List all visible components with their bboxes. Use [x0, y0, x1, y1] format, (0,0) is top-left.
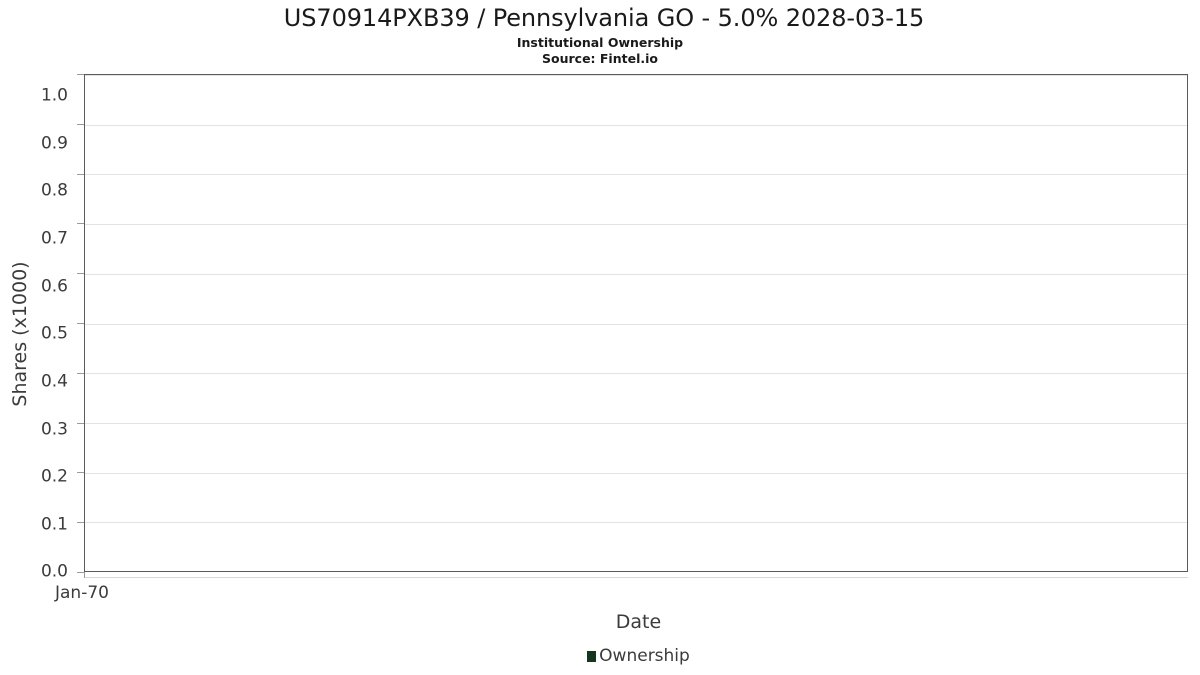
- y-tick-mark-0.6: [77, 273, 84, 275]
- legend-item-ownership[interactable]: Ownership: [587, 648, 690, 665]
- data-series-ownership: [85, 75, 1189, 573]
- y-tick-label-0.1: 0.1: [40, 514, 68, 535]
- y-tick-label-0.5: 0.5: [40, 323, 68, 344]
- gridline-0.4: [85, 373, 1187, 375]
- y-tick-mark-0.2: [77, 472, 84, 474]
- y-axis-title: Shares (x1000): [9, 261, 31, 407]
- page-title: US70914PXB39 / Pennsylvania GO - 5.0% 20…: [283, 4, 925, 32]
- gridline-0.3: [85, 422, 1187, 424]
- gridline-0.6: [85, 273, 1187, 275]
- y-tick-label-0.8: 0.8: [40, 180, 68, 201]
- y-tick-label-0.3: 0.3: [40, 419, 68, 440]
- y-tick-label-0.4: 0.4: [40, 371, 68, 392]
- y-tick-label-0.2: 0.2: [40, 466, 68, 487]
- gridline-0.2: [85, 472, 1187, 474]
- gridline-0.1: [85, 522, 1187, 524]
- y-tick-mark-0.0: [77, 572, 84, 573]
- y-tick-mark-0.7: [77, 223, 84, 225]
- chart-legend: Ownership: [0, 648, 1200, 665]
- chart-source-label: Source: Fintel.io: [542, 51, 658, 66]
- y-tick-label-0.0: 0.0: [40, 561, 68, 582]
- y-tick-mark-0.4: [77, 372, 84, 374]
- chart-subtitle: Institutional Ownership: [516, 35, 684, 50]
- y-tick-mark-0.3: [77, 422, 84, 424]
- x-tick-mark-jan-70: [84, 572, 85, 578]
- plot-area: [84, 74, 1188, 572]
- legend-item-label: Ownership: [599, 646, 690, 666]
- x-tick-label-jan-70: Jan-70: [55, 583, 109, 603]
- legend-square-marker-icon: [587, 651, 597, 662]
- y-tick-mark-1.0: [77, 74, 84, 75]
- x-axis-title: Date: [615, 611, 662, 633]
- y-tick-label-0.9: 0.9: [40, 133, 68, 154]
- y-tick-mark-0.5: [77, 323, 84, 324]
- gridline-0.5: [85, 323, 1187, 325]
- y-tick-label-0.6: 0.6: [40, 276, 68, 297]
- y-tick-mark-0.8: [77, 173, 84, 175]
- x-axis-underline: [84, 577, 1188, 578]
- y-tick-mark-0.1: [77, 522, 84, 524]
- gridline-1.0: [85, 75, 1187, 76]
- gridline-0.8: [85, 174, 1187, 176]
- y-tick-mark-0.9: [77, 123, 84, 125]
- gridline-0.7: [85, 224, 1187, 226]
- y-tick-label-1.0: 1.0: [40, 85, 68, 106]
- y-tick-label-0.7: 0.7: [40, 228, 68, 249]
- gridline-0.9: [85, 124, 1187, 126]
